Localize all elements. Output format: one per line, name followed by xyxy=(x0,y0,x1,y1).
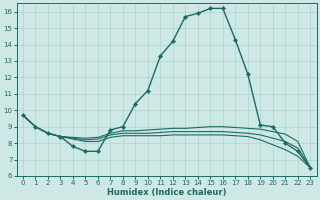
X-axis label: Humidex (Indice chaleur): Humidex (Indice chaleur) xyxy=(107,188,226,197)
